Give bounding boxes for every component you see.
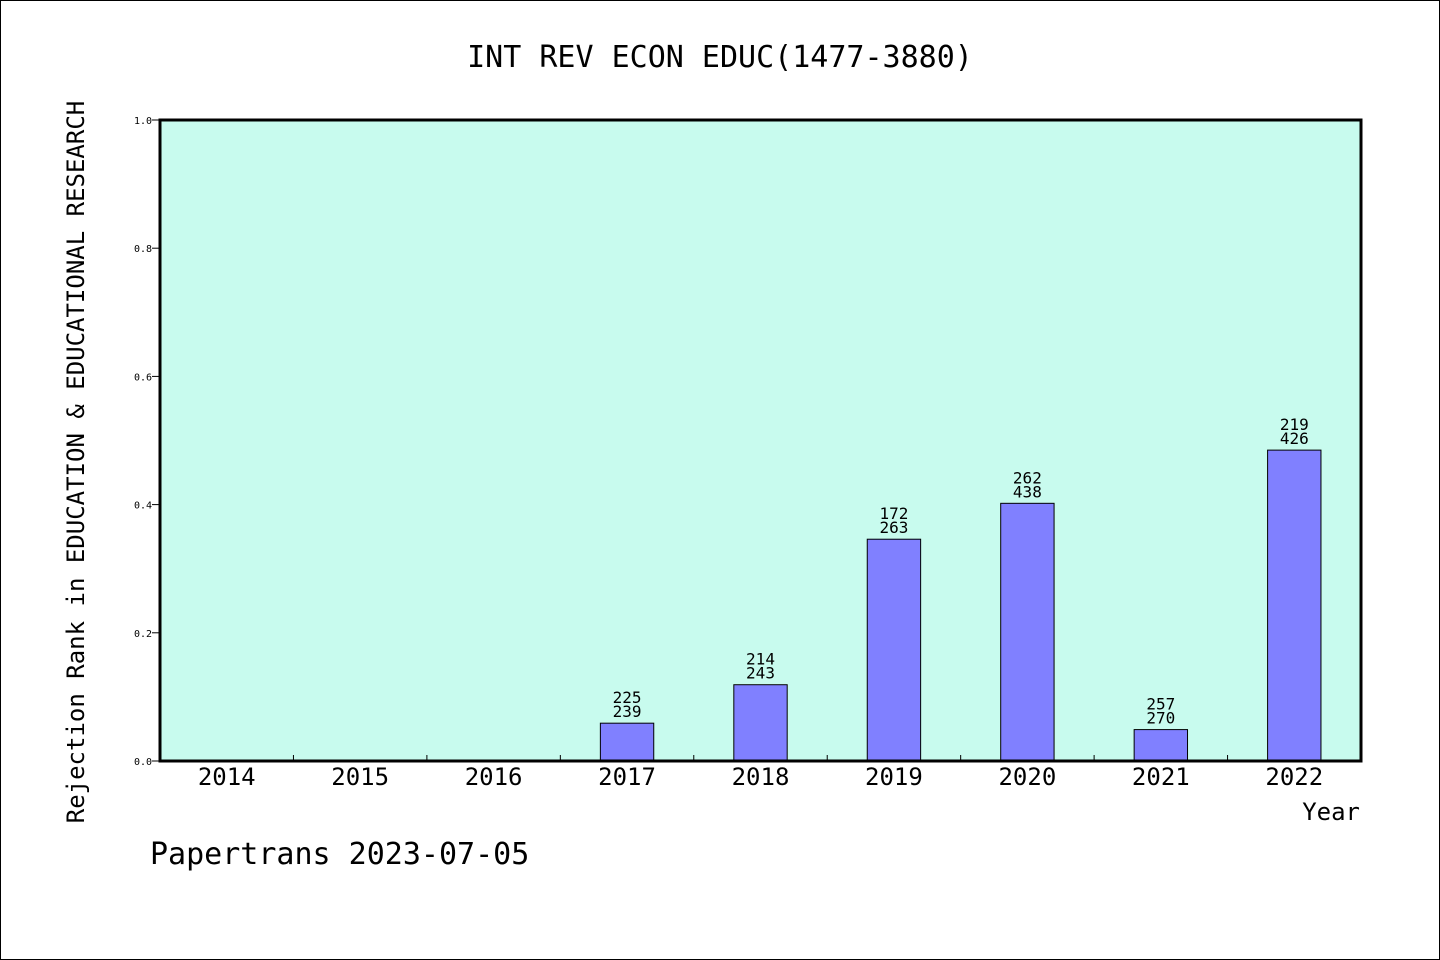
bar-label-bottom: 438 [1013,482,1042,501]
bar-label-top: 225 [613,688,642,707]
x-tick-label: 2018 [732,763,790,791]
x-tick-label: 2022 [1265,763,1323,791]
x-tick-label: 2019 [865,763,923,791]
bar-label-bottom: 239 [613,702,642,721]
bar-label-top: 219 [1280,415,1309,434]
bar-2018 [733,684,788,762]
y-tick-label: 0.2 [134,629,152,640]
x-tick-label: 2014 [198,763,256,791]
y-tick-label: 0.8 [134,244,152,255]
y-tick-label: 1.0 [134,116,152,127]
bar-label-top: 214 [746,650,775,669]
y-tick-label: 0.6 [134,372,152,383]
bar-label-bottom: 243 [746,664,775,683]
x-axis-label: Year [1302,798,1360,826]
x-tick-label: 2020 [998,763,1056,791]
bar-label-bottom: 270 [1146,709,1175,728]
plot-border [158,118,1363,763]
bar-2022 [1267,449,1322,762]
bar-2020 [1000,502,1055,762]
footer-text: Papertrans 2023-07-05 [150,837,529,872]
x-tick-label: 2016 [465,763,523,791]
bar-2019 [866,538,922,762]
y-axis: 0.0 0.2 0.4 0.6 0.8 1.0 [134,116,160,768]
y-axis-label: Rejection Rank in EDUCATION & EDUCATIONA… [62,101,90,823]
x-tick-label: 2017 [598,763,656,791]
x-tick-label: 2015 [331,763,389,791]
bar-label-top: 262 [1013,468,1042,487]
bar-2017 [599,722,655,762]
bar-label-top: 257 [1146,695,1175,714]
x-axis: 2014 2015 2016 2017 2018 2019 2020 2021 2022 [198,755,1323,791]
y-tick-label: 0.0 [134,757,152,768]
bar-label-bottom: 426 [1280,429,1309,448]
bar-label-top: 172 [879,504,908,523]
bar-label-bottom: 263 [879,518,908,537]
chart-title: INT REV ECON EDUC(1477-3880) [467,40,973,75]
bar-2021 [1133,729,1189,762]
plot-area [160,120,1361,761]
y-tick-label: 0.4 [134,501,152,512]
x-tick-label: 2021 [1132,763,1190,791]
